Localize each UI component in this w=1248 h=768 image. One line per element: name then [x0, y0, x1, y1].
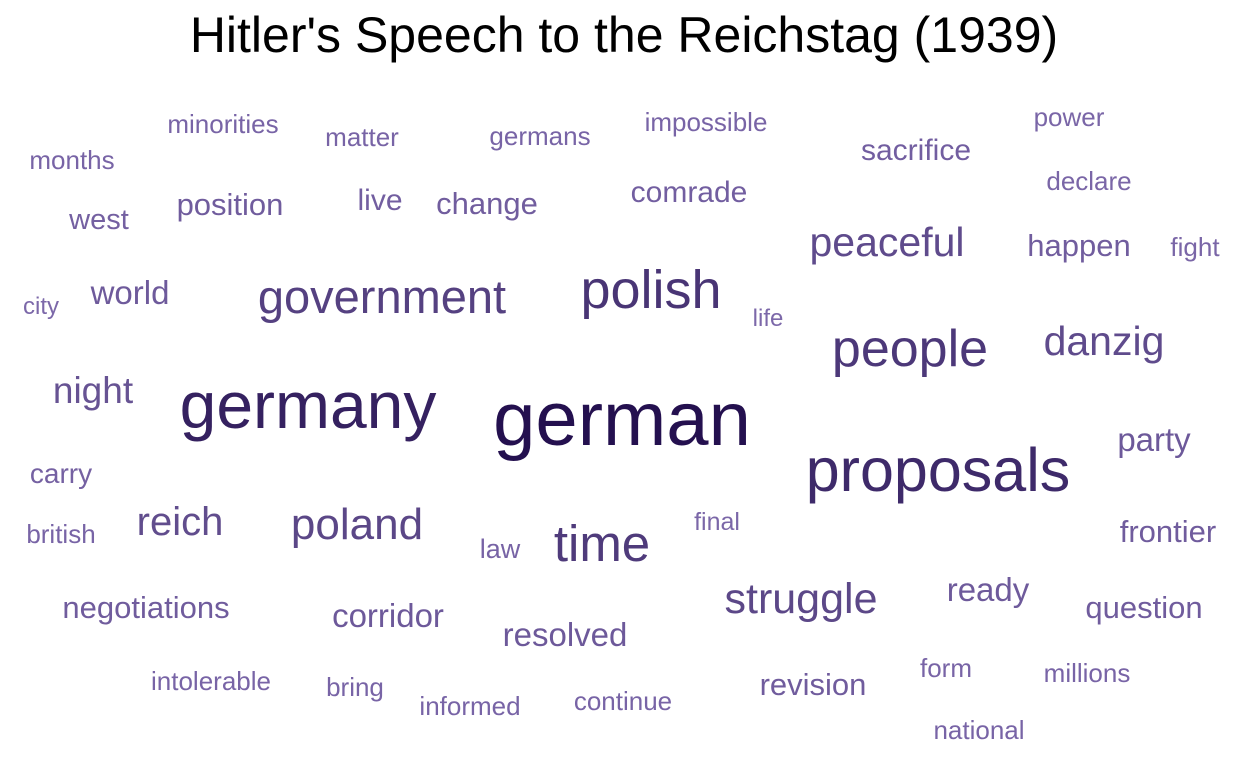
word-national: national — [933, 715, 1024, 745]
word-group: german germany proposals polish people time go… — [23, 102, 1220, 745]
word-happen: happen — [1027, 228, 1130, 263]
word-night: night — [53, 370, 134, 411]
word-bring: bring — [326, 672, 384, 702]
word-time: time — [554, 515, 650, 572]
word-power: power — [1034, 102, 1105, 132]
word-reich: reich — [137, 500, 224, 544]
word-poland: poland — [291, 500, 423, 549]
word-peaceful: peaceful — [809, 219, 964, 265]
word-party: party — [1117, 421, 1191, 458]
word-people: people — [832, 320, 988, 378]
word-continue: continue — [574, 686, 672, 716]
chart-title: Hitler's Speech to the Reichstag (1939) — [190, 7, 1058, 63]
word-frontier: frontier — [1120, 514, 1216, 549]
word-live: live — [357, 184, 402, 217]
word-danzig: danzig — [1044, 318, 1165, 364]
word-negotiations: negotiations — [62, 590, 229, 625]
word-change: change — [436, 186, 538, 221]
word-law: law — [480, 534, 521, 564]
word-months: months — [29, 145, 114, 175]
word-impossible: impossible — [645, 107, 768, 137]
word-struggle: struggle — [725, 575, 878, 623]
word-form: form — [920, 653, 972, 683]
word-question: question — [1085, 590, 1202, 625]
word-city: city — [23, 293, 59, 320]
word-declare: declare — [1046, 166, 1131, 196]
word-informed: informed — [419, 691, 520, 721]
word-resolved: resolved — [503, 616, 628, 653]
word-germans: germans — [489, 121, 590, 151]
word-government: government — [258, 270, 506, 323]
word-matter: matter — [325, 122, 399, 152]
word-fight: fight — [1170, 232, 1220, 262]
word-comrade: comrade — [631, 176, 748, 209]
word-germany: germany — [180, 368, 437, 442]
word-world: world — [90, 274, 170, 311]
word-sacrifice: sacrifice — [861, 134, 971, 167]
word-corridor: corridor — [332, 597, 444, 634]
word-west: west — [68, 204, 129, 236]
word-ready: ready — [947, 571, 1030, 608]
word-intolerable: intolerable — [151, 666, 271, 696]
word-revision: revision — [760, 667, 867, 702]
word-polish: polish — [580, 260, 721, 320]
word-german: german — [493, 377, 751, 462]
word-millions: millions — [1044, 658, 1131, 688]
word-proposals: proposals — [806, 436, 1071, 504]
word-position: position — [177, 187, 284, 222]
word-british: british — [26, 519, 95, 549]
word-life: life — [753, 305, 784, 332]
word-minorities: minorities — [167, 109, 278, 139]
word-carry: carry — [30, 458, 92, 489]
word-final: final — [694, 508, 740, 536]
